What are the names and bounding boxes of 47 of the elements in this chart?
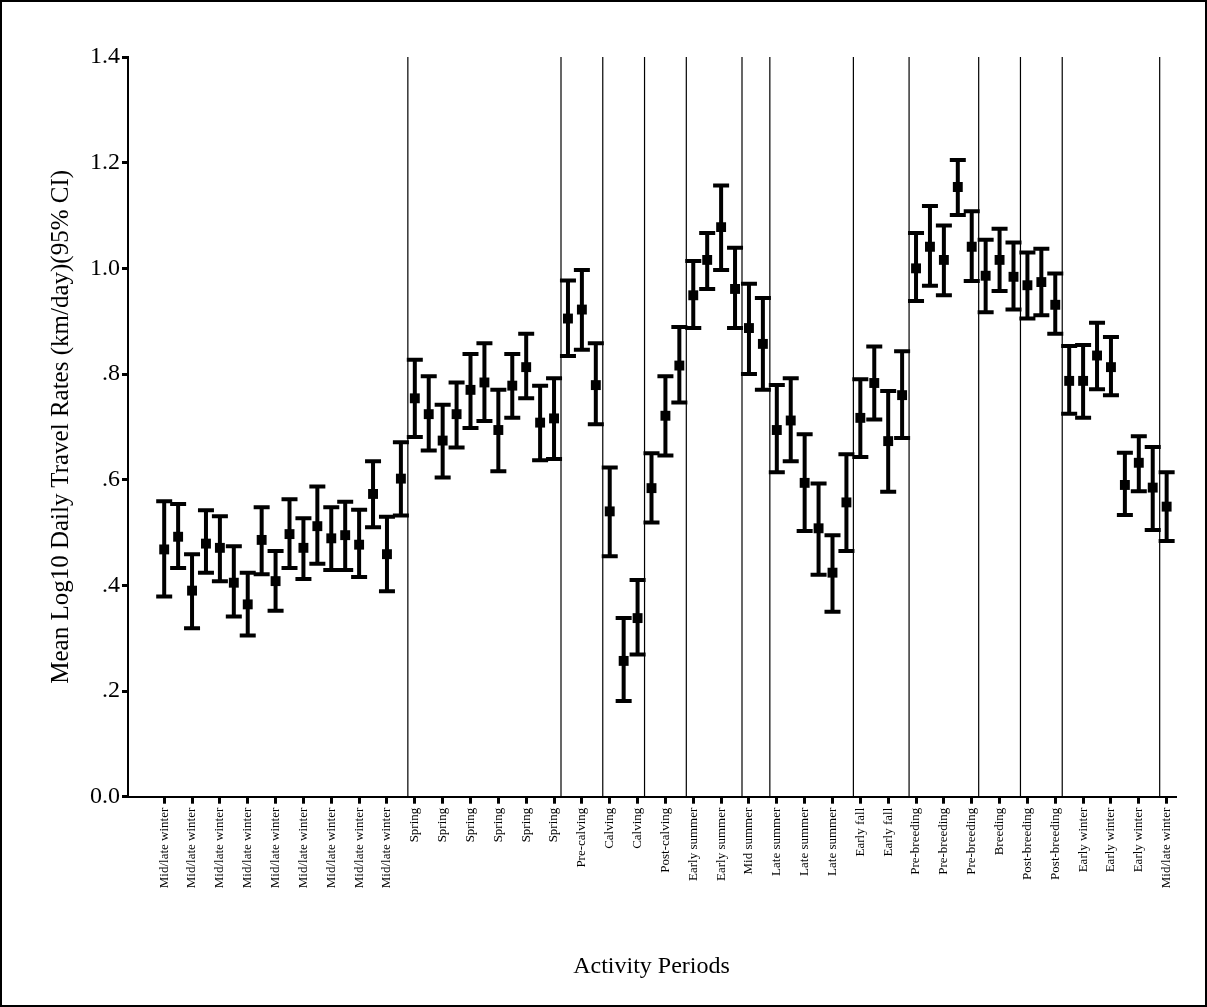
x-tick-label: Late summer bbox=[823, 807, 839, 876]
x-tick-label: Pre-breeding bbox=[963, 807, 979, 875]
x-axis-title: Activity Periods bbox=[573, 951, 730, 978]
x-tick-label: Spring bbox=[489, 807, 505, 843]
x-tick-label: Mid/late winter bbox=[1158, 807, 1174, 889]
x-tick-label: Post-breeding bbox=[1018, 807, 1034, 880]
y-tick-label: 1.2 bbox=[90, 147, 120, 174]
y-tick-label: 1.0 bbox=[90, 253, 120, 280]
x-tick-label: Spring bbox=[545, 807, 561, 843]
x-tick-label: Early winter bbox=[1074, 807, 1090, 873]
x-tick-label: Spring bbox=[517, 807, 533, 843]
y-tick-label: .2 bbox=[102, 676, 120, 703]
x-tick-label: Early winter bbox=[1130, 807, 1146, 873]
x-tick-label: Calving bbox=[629, 807, 644, 849]
x-tick-label: Mid/late winter bbox=[239, 807, 255, 889]
x-tick-label: Early summer bbox=[684, 807, 700, 881]
x-tick-label: Mid/late winter bbox=[267, 807, 282, 889]
y-tick-label: .4 bbox=[102, 570, 120, 597]
x-tick-label: Late summer bbox=[796, 807, 812, 876]
x-tick-label: Early winter bbox=[1102, 807, 1118, 873]
x-tick-label: Calving bbox=[601, 807, 617, 849]
x-tick-label: Spring bbox=[434, 807, 450, 843]
x-tick-label: Early fall bbox=[879, 807, 895, 857]
x-tick-label: Post-breeding bbox=[1046, 807, 1062, 880]
x-tick-label: Spring bbox=[406, 807, 422, 843]
x-tick-label: Mid/late winter bbox=[322, 807, 338, 889]
x-tick-label: Pre-breeding bbox=[907, 807, 923, 875]
x-tick-label: Mid/late winter bbox=[155, 807, 171, 889]
x-tick-label: Pre-breeding bbox=[935, 807, 951, 875]
x-tick-label: Early fall bbox=[851, 807, 867, 857]
x-tick-label: Mid/late winter bbox=[211, 807, 227, 889]
x-tick-label: Spring bbox=[461, 807, 477, 843]
y-tick-label: 0.0 bbox=[90, 781, 120, 808]
x-tick-label: Post-calving bbox=[656, 807, 672, 873]
y-tick-label: .8 bbox=[102, 359, 120, 386]
x-tick-label: Mid/late winter bbox=[350, 807, 366, 889]
x-tick-label: Late summer bbox=[768, 807, 784, 876]
y-tick-label: 1.4 bbox=[90, 42, 120, 69]
x-tick-label: Mid/late winter bbox=[378, 807, 394, 889]
x-tick-label: Pre-calving bbox=[573, 807, 589, 868]
y-axis-title: Mean Log10 Daily Travel Rates (km/day)(95% CI) bbox=[45, 169, 74, 684]
y-tick-label: .6 bbox=[102, 464, 120, 491]
x-tick-label: Mid/late winter bbox=[294, 807, 310, 889]
x-tick-label: Mid/late winter bbox=[183, 807, 199, 889]
x-tick-label: Early summer bbox=[712, 807, 728, 881]
x-tick-label: Mid summer bbox=[740, 807, 756, 875]
x-tick-label: Breeding bbox=[990, 807, 1006, 856]
